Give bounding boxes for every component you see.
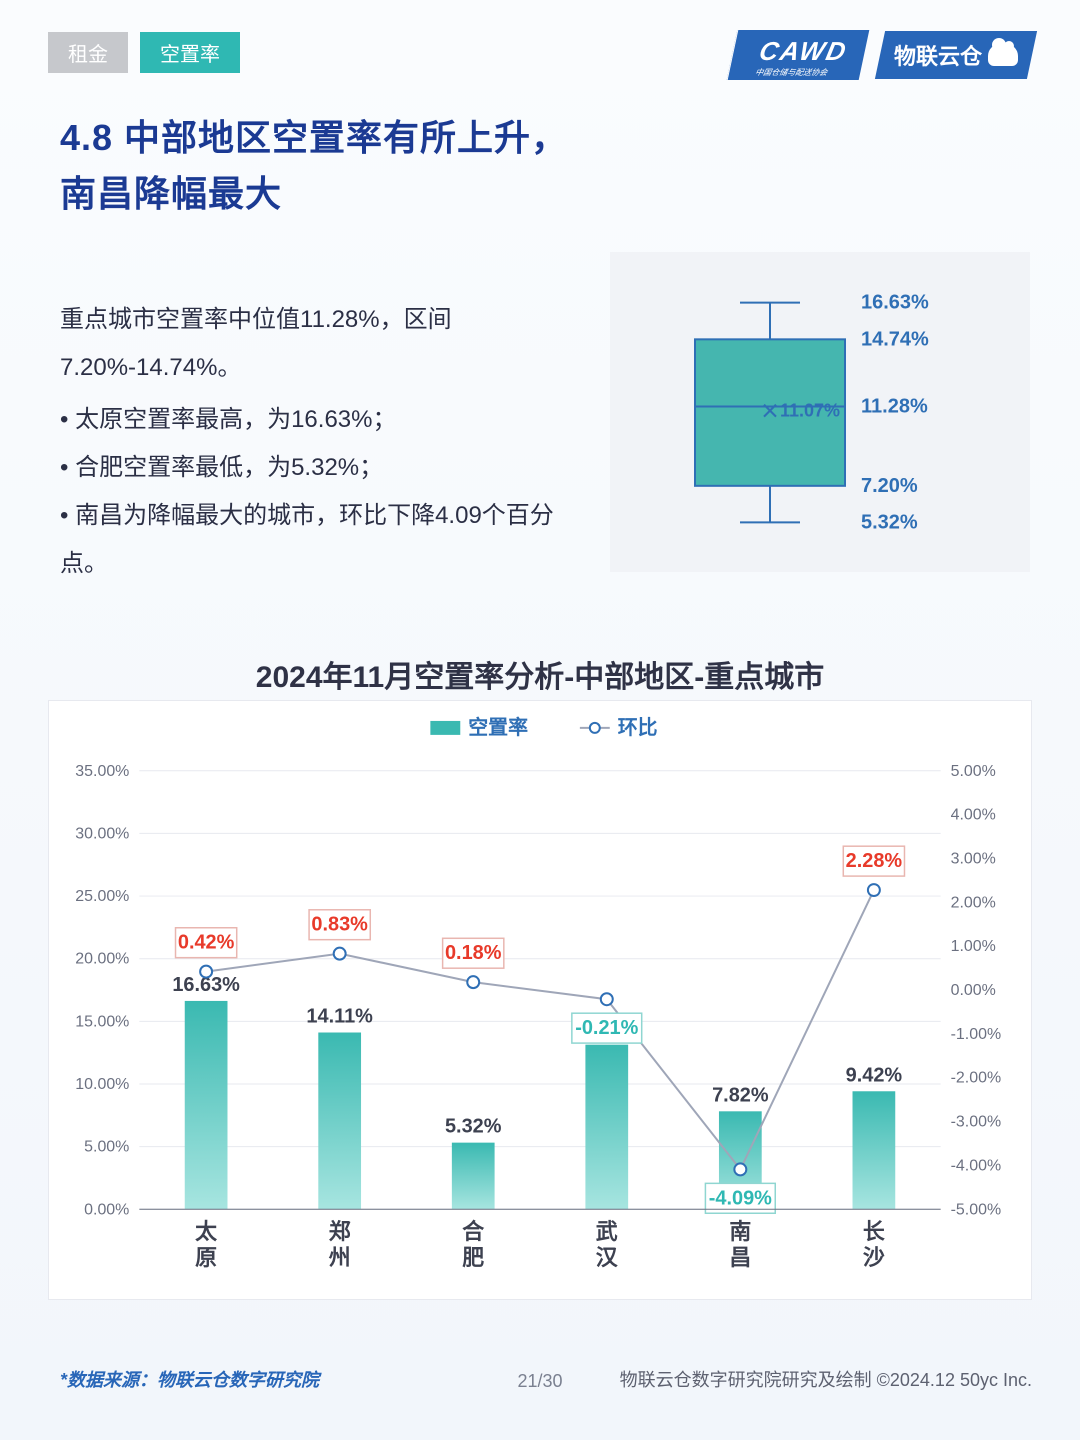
summary-bullet-2: 合肥空置率最低，为5.32%； xyxy=(60,444,580,492)
svg-text:州: 州 xyxy=(329,1245,351,1270)
cloud-icon xyxy=(988,44,1018,66)
svg-text:3.00%: 3.00% xyxy=(951,850,996,867)
svg-text:9.42%: 9.42% xyxy=(846,1064,903,1086)
footer-page: 21/30 xyxy=(517,1371,562,1392)
cawd-logo-sub: 中国仓储与配送协会 xyxy=(754,67,844,78)
boxplot-svg: 16.63% 14.74% 11.28% 11.07% 7.20% 5.32% xyxy=(610,252,1030,572)
svg-text:11.28%: 11.28% xyxy=(861,396,928,418)
svg-text:合: 合 xyxy=(462,1219,484,1244)
tab-bar: 租金 空置率 xyxy=(48,32,240,73)
chart-svg: 0.00% 5.00% 10.00% 15.00% 20.00% 25.00% 30.00%… xyxy=(49,701,1031,1299)
svg-text:原: 原 xyxy=(195,1245,217,1270)
svg-text:35.00%: 35.00% xyxy=(75,763,129,780)
svg-text:0.00%: 0.00% xyxy=(951,982,996,999)
svg-text:0.42%: 0.42% xyxy=(178,932,235,954)
svg-text:郑: 郑 xyxy=(329,1219,351,1244)
headline-line2: 南昌降幅最大 xyxy=(60,166,568,222)
footer-credit: 物联云仓数字研究院研究及绘制 ©2024.12 50yc Inc. xyxy=(620,1366,1032,1392)
logo-row: CAWD 中国仓储与配送协会 物联云仓 xyxy=(732,30,1032,80)
svg-text:10.00%: 10.00% xyxy=(75,1076,129,1093)
svg-text:-4.09%: -4.09% xyxy=(709,1187,772,1209)
footer-source: *数据来源：物联云仓数字研究院 xyxy=(60,1366,319,1392)
svg-text:5.00%: 5.00% xyxy=(951,763,996,780)
svg-text:0.00%: 0.00% xyxy=(84,1201,129,1218)
svg-text:25.00%: 25.00% xyxy=(75,888,129,905)
summary-bullet-1: 太原空置率最高，为16.63%； xyxy=(60,396,580,444)
svg-text:7.82%: 7.82% xyxy=(712,1084,769,1106)
summary-bullet-3: 南昌为降幅最大的城市，环比下降4.09个百分点。 xyxy=(60,492,580,588)
headline-line1: 4.8 中部地区空置率有所上升， xyxy=(60,110,568,166)
page-headline: 4.8 中部地区空置率有所上升， 南昌降幅最大 xyxy=(60,110,568,222)
svg-text:肥: 肥 xyxy=(462,1245,484,1270)
svg-text:南: 南 xyxy=(729,1219,751,1244)
svg-text:5.32%: 5.32% xyxy=(861,511,918,533)
svg-text:-1.00%: -1.00% xyxy=(951,1026,1002,1043)
svg-text:14.11%: 14.11% xyxy=(306,1006,373,1028)
svg-text:长: 长 xyxy=(863,1219,885,1244)
svg-text:1.00%: 1.00% xyxy=(951,938,996,955)
svg-text:-4.00%: -4.00% xyxy=(951,1157,1002,1174)
svg-text:14.74%: 14.74% xyxy=(861,328,929,350)
svg-text:15.00%: 15.00% xyxy=(75,1013,129,1030)
svg-text:2.28%: 2.28% xyxy=(846,850,903,872)
svg-text:-5.00%: -5.00% xyxy=(951,1201,1002,1218)
svg-text:4.00%: 4.00% xyxy=(951,807,996,824)
boxplot-panel: 16.63% 14.74% 11.28% 11.07% 7.20% 5.32% xyxy=(610,252,1030,572)
svg-text:11.07%: 11.07% xyxy=(780,401,840,421)
svg-text:环比: 环比 xyxy=(618,716,658,739)
svg-text:沙: 沙 xyxy=(863,1245,885,1270)
svg-text:20.00%: 20.00% xyxy=(75,951,129,968)
svg-text:16.63%: 16.63% xyxy=(861,292,929,314)
summary-intro: 重点城市空置率中位值11.28%，区间7.20%-14.74%。 xyxy=(60,296,580,392)
svg-text:0.83%: 0.83% xyxy=(311,914,368,936)
svg-text:2.00%: 2.00% xyxy=(951,894,996,911)
tab-rent[interactable]: 租金 xyxy=(48,32,128,73)
wlyc-logo: 物联云仓 xyxy=(875,31,1037,79)
svg-text:-3.00%: -3.00% xyxy=(951,1114,1002,1131)
cawd-logo: CAWD 中国仓储与配送协会 xyxy=(726,30,869,80)
svg-text:7.20%: 7.20% xyxy=(861,475,918,497)
svg-text:-0.21%: -0.21% xyxy=(575,1017,638,1039)
svg-text:武: 武 xyxy=(596,1219,618,1244)
svg-text:太: 太 xyxy=(195,1219,217,1244)
svg-text:5.32%: 5.32% xyxy=(445,1116,502,1138)
chart-title: 2024年11月空置率分析-中部地区-重点城市 xyxy=(0,652,1080,696)
svg-text:汉: 汉 xyxy=(596,1245,619,1270)
tab-vacancy[interactable]: 空置率 xyxy=(140,32,240,73)
svg-text:0.18%: 0.18% xyxy=(445,942,502,964)
svg-text:30.00%: 30.00% xyxy=(75,825,129,842)
svg-text:昌: 昌 xyxy=(729,1245,751,1270)
cawd-logo-text: CAWD xyxy=(756,36,850,66)
wlyc-logo-text: 物联云仓 xyxy=(894,39,982,71)
svg-text:空置率: 空置率 xyxy=(468,715,528,739)
svg-text:5.00%: 5.00% xyxy=(84,1139,129,1156)
bar-line-chart: 0.00% 5.00% 10.00% 15.00% 20.00% 25.00% 30.00%… xyxy=(48,700,1032,1300)
svg-text:-2.00%: -2.00% xyxy=(951,1070,1002,1087)
summary-text: 重点城市空置率中位值11.28%，区间7.20%-14.74%。 太原空置率最高… xyxy=(60,296,580,588)
